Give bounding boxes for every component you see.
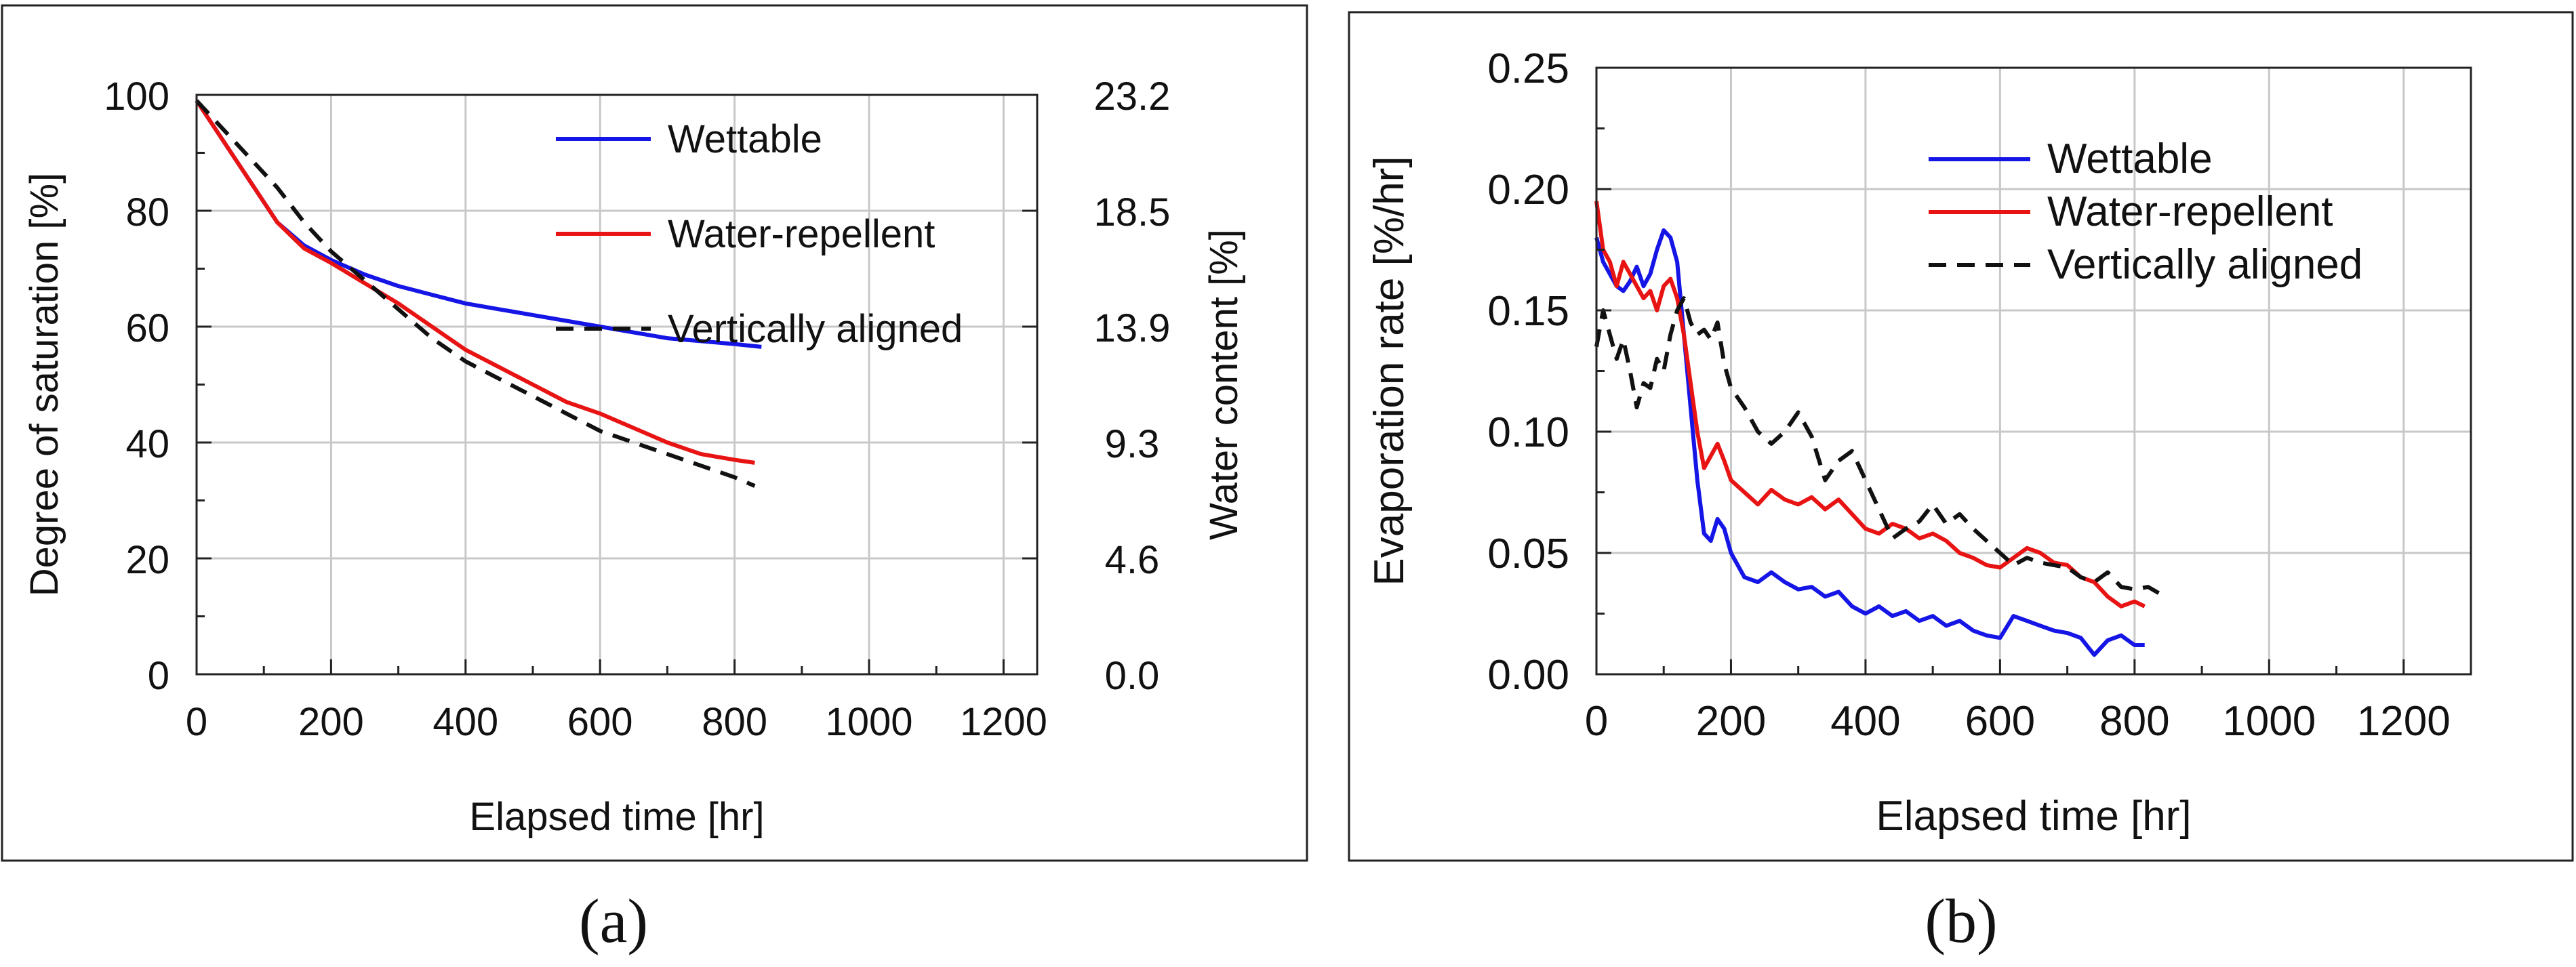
chart-a-axes-box — [195, 94, 1039, 676]
panel-a-frame — [1, 4, 1308, 862]
chart-a-y2tick-label: 13.9 — [1094, 306, 1171, 350]
chart-b-xtick-label: 400 — [1830, 698, 1900, 745]
chart-b-xtick-label: 1000 — [2222, 698, 2316, 745]
chart-a-legend-label: Wettable — [668, 117, 822, 161]
chart-a-y2tick-label: 23.2 — [1094, 75, 1171, 119]
chart-b-ytick-label: 0.15 — [1487, 288, 1569, 335]
panel-a-caption: (a) — [579, 886, 648, 955]
chart-b-xtick-label: 800 — [2099, 698, 2169, 745]
chart-a-ytick-label: 80 — [125, 190, 169, 234]
chart-b-xtick-label: 600 — [1965, 698, 2035, 745]
chart-b-xtick-label: 1200 — [2357, 698, 2451, 745]
chart-b-legend-label: Vertically aligned — [2047, 241, 2362, 288]
chart-b-ytick-label: 0.05 — [1487, 531, 1569, 577]
chart-a-legend-label: Vertically aligned — [668, 307, 963, 351]
chart-b-legend-label: Water-repellent — [2047, 188, 2333, 235]
chart-a-legend-label: Water-repellent — [668, 212, 935, 256]
chart-a: 0 200 400 600 800 1000 1200 0 20 40 60 80 100 0.0 4.6 9… — [22, 75, 1246, 839]
chart-a-xtick-label: 800 — [702, 700, 767, 744]
chart-b-series-water-repellent — [1594, 201, 2146, 609]
chart-a-y2label: Water content [%] — [1202, 229, 1246, 540]
chart-b: 0 200 400 600 800 1000 1200 0.00 0.05 0.10 0.15 0.2… — [1366, 45, 2472, 840]
chart-a-xtick-label: 1000 — [825, 700, 912, 744]
chart-b-xlabel: Elapsed time [hr] — [1876, 793, 2191, 840]
chart-a-y2tick-label: 4.6 — [1105, 538, 1160, 582]
chart-a-xtick-label: 400 — [432, 700, 498, 744]
chart-a-series-water-repellent — [195, 99, 755, 465]
chart-b-legend-label: Wettable — [2047, 136, 2213, 182]
chart-a-xtick-label: 0 — [186, 700, 207, 744]
chart-a-ytick-label: 0 — [148, 654, 169, 698]
chart-a-y2tick-label: 9.3 — [1105, 422, 1160, 466]
panel-b-frame — [1348, 11, 2574, 862]
chart-a-series-vertically-aligned — [195, 99, 756, 488]
chart-a-ytick-label: 60 — [125, 306, 169, 350]
chart-a-ylabel: Degree of saturation [%] — [22, 173, 66, 596]
chart-b-xtick-label: 200 — [1696, 698, 1766, 745]
panel-b-caption: (b) — [1925, 886, 1997, 955]
chart-a-y2tick-label: 0.0 — [1105, 654, 1160, 698]
chart-b-xtick-label: 0 — [1585, 698, 1608, 745]
chart-b-series-vertically-aligned — [1594, 296, 2166, 598]
chart-a-ytick-label: 40 — [125, 422, 169, 466]
chart-a-xtick-label: 200 — [298, 700, 364, 744]
chart-a-ytick-label: 20 — [125, 538, 169, 582]
chart-a-y2tick-label: 18.5 — [1094, 190, 1171, 234]
chart-b-ytick-label: 0.20 — [1487, 167, 1569, 213]
chart-a-xlabel: Elapsed time [hr] — [469, 795, 764, 839]
chart-b-ytick-label: 0.00 — [1487, 652, 1569, 699]
chart-b-ylabel: Evaporation rate [%/hr] — [1366, 156, 1413, 585]
chart-b-ytick-label: 0.10 — [1487, 409, 1569, 456]
chart-b-ytick-label: 0.25 — [1487, 45, 1569, 92]
chart-a-xtick-label: 600 — [567, 700, 633, 744]
chart-b-series-wettable — [1594, 228, 2145, 657]
chart-a-ytick-label: 100 — [104, 75, 169, 119]
chart-a-xtick-label: 1200 — [960, 700, 1047, 744]
